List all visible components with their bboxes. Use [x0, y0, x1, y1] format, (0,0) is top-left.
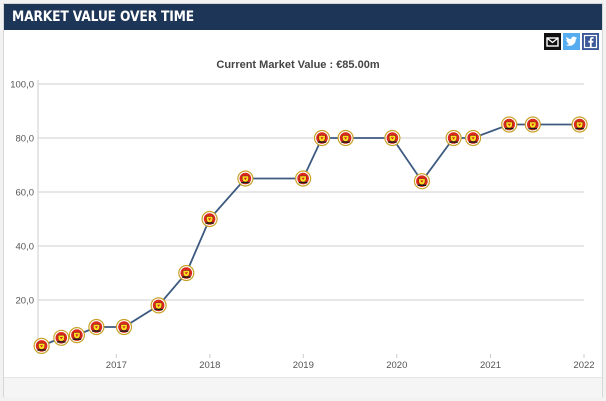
series [41, 123, 580, 347]
club-crest-icon [524, 116, 541, 133]
club-crest-icon [33, 337, 50, 354]
x-tick-label: 2019 [293, 360, 314, 371]
club-crest-icon [201, 210, 218, 228]
club-crest-icon [88, 318, 105, 336]
club-crest-icon [384, 129, 401, 147]
x-tick-label: 2021 [480, 360, 501, 371]
email-share-icon[interactable] [544, 33, 561, 50]
club-crest-icon [295, 170, 312, 187]
markers [33, 116, 588, 354]
grid [38, 83, 585, 358]
facebook-share-icon[interactable] [582, 33, 599, 50]
y-tick-labels: 20,0 40,0 60,0 80,0 100,0 [10, 80, 34, 307]
club-crest-icon [445, 129, 462, 147]
series-line [41, 123, 580, 347]
club-crest-icon [501, 116, 518, 133]
twitter-share-icon[interactable] [563, 33, 580, 50]
section-header: MARKET VALUE OVER TIME [4, 4, 602, 30]
chart-canvas: Current Market Value : €85.00m 20,0 40,0 6… [10, 59, 595, 371]
x-tick-label: 2018 [199, 360, 220, 371]
section-title: MARKET VALUE OVER TIME [12, 9, 194, 25]
card-footer [4, 377, 602, 397]
x-tick-labels: 2017 2018 2019 2020 2021 2022 [106, 360, 595, 371]
club-crest-icon [413, 173, 430, 190]
club-crest-icon [150, 297, 167, 314]
market-value-card: MARKET VALUE OVER TIME Current Market Va… [3, 3, 603, 397]
club-crest-icon [337, 129, 354, 147]
club-crest-icon [237, 170, 254, 187]
club-crest-icon [465, 129, 482, 147]
club-crest-icon [571, 116, 588, 133]
club-crest-icon [68, 327, 86, 344]
x-tick-label: 2020 [386, 360, 407, 371]
y-tick-label: 60,0 [16, 188, 35, 199]
x-tick-label: 2017 [106, 360, 127, 371]
y-tick-label: 40,0 [16, 242, 35, 253]
market-value-chart: Current Market Value : €85.00m 20,0 40,0 6… [4, 4, 602, 396]
x-tick-label: 2022 [573, 360, 594, 371]
club-crest-icon [115, 318, 133, 336]
club-crest-icon [178, 264, 195, 282]
club-crest-icon [53, 329, 70, 346]
y-tick-label: 20,0 [16, 296, 35, 307]
club-crest-icon [313, 129, 331, 147]
chart-title: Current Market Value : €85.00m [216, 59, 379, 71]
y-tick-label: 80,0 [16, 134, 35, 145]
y-tick-label: 100,0 [10, 80, 34, 91]
